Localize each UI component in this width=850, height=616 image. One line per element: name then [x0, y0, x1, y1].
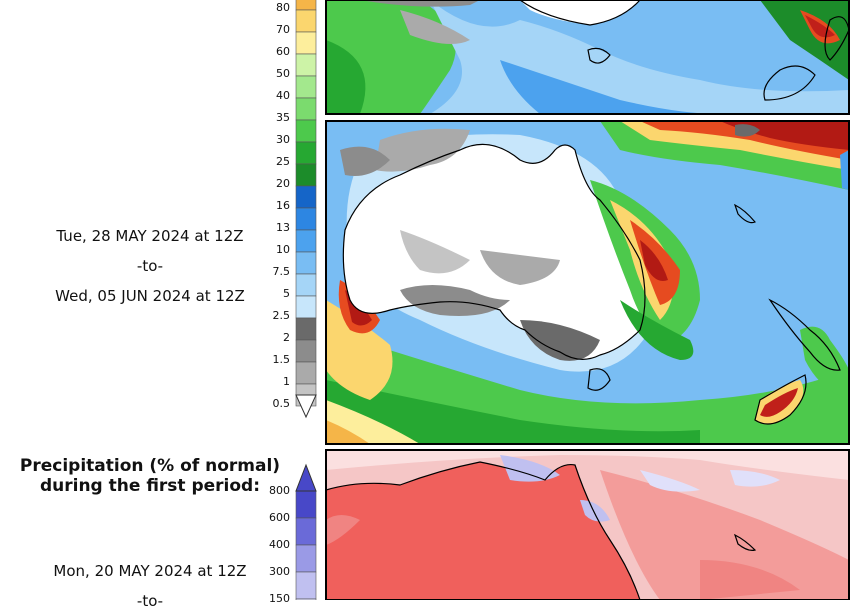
precip-colorbar-swatch: [295, 9, 317, 33]
percent-colorbar: [295, 490, 317, 600]
precip-colorbar-swatch: [295, 97, 317, 121]
precip-colorbar-swatch: [295, 229, 317, 253]
precip-colorbar-swatch: [295, 119, 317, 143]
precip-colorbar-label: 70: [276, 23, 290, 36]
map-panel-accumulated-frame: [325, 120, 850, 445]
precip-colorbar-swatch: [295, 317, 317, 341]
precip-colorbar-label: 1: [283, 375, 290, 388]
precip-colorbar-label: 0.5: [272, 397, 291, 410]
precip-colorbar-label: 5: [283, 287, 290, 300]
percent-colorbar-upper-arrow: [295, 463, 317, 492]
precip-colorbar-label: 10: [276, 243, 290, 256]
precip-colorbar-swatch: [295, 185, 317, 209]
precip-colorbar-label: 20: [276, 177, 290, 190]
precip-colorbar-label: 2.5: [272, 309, 291, 322]
precip-colorbar: [295, 0, 317, 407]
percent-colorbar-label: 400: [269, 538, 290, 551]
percent-colorbar-label: 150: [269, 592, 290, 605]
precip-colorbar-label: 2: [283, 331, 290, 344]
precip-colorbar-swatch: [295, 361, 317, 385]
percent-colorbar-label: 600: [269, 511, 290, 524]
precip-colorbar-swatch: [295, 75, 317, 99]
precip-colorbar-swatch: [295, 339, 317, 363]
percent-colorbar-swatch: [295, 490, 317, 519]
precip-colorbar-swatch: [295, 295, 317, 319]
precip-colorbar-swatch: [295, 207, 317, 231]
period-2-start-date: Tue, 28 MAY 2024 at 12Z: [56, 227, 244, 245]
percent-colorbar-swatch: [295, 517, 317, 546]
percent-colorbar-label: 800: [269, 484, 290, 497]
precip-colorbar-label: 35: [276, 111, 290, 124]
percent-colorbar-swatch: [295, 544, 317, 573]
map-panel-percent-normal-frame: [325, 449, 850, 600]
percent-normal-heading-line2: during the first period:: [39, 476, 261, 496]
map-panel-percent-normal: [326, 450, 849, 600]
period-2-separator: -to-: [136, 257, 164, 275]
period-2-dates: Tue, 28 MAY 2024 at 12Z -to- Wed, 05 JUN…: [20, 221, 280, 311]
precip-colorbar-swatch: [295, 53, 317, 77]
map-panel-top: [326, 0, 849, 114]
precip-colorbar-swatch: [295, 0, 317, 11]
map-panel-accumulated: [326, 121, 849, 444]
percent-normal-heading-line1: Precipitation (% of normal): [19, 456, 281, 476]
percent-colorbar-swatch: [295, 571, 317, 600]
precip-colorbar-label: 80: [276, 1, 290, 14]
period-1-start-date: Mon, 20 MAY 2024 at 12Z: [53, 562, 247, 580]
precip-colorbar-swatch: [295, 251, 317, 275]
precip-colorbar-label: 40: [276, 89, 290, 102]
maps-and-colorbars: [295, 0, 850, 600]
precip-colorbar-label: 7.5: [272, 265, 291, 278]
precip-colorbar-label: 1.5: [272, 353, 291, 366]
percent-normal-heading: Precipitation (% of normal) during the f…: [0, 456, 300, 496]
precip-colorbar-swatch: [295, 163, 317, 187]
precip-colorbar-swatch: [295, 273, 317, 297]
australia-north-coastline: [326, 461, 641, 600]
precip-colorbar-swatch: [295, 31, 317, 55]
precip-colorbar-swatch: [295, 141, 317, 165]
period-2-end-date: Wed, 05 JUN 2024 at 12Z: [55, 287, 245, 305]
precip-colorbar-lower-arrow: [295, 394, 317, 419]
precip-colorbar-label: 16: [276, 199, 290, 212]
australia-coastline: [342, 143, 646, 360]
percent-colorbar-label: 300: [269, 565, 290, 578]
precip-colorbar-label: 13: [276, 221, 290, 234]
map-panel-top-frame: [325, 0, 850, 115]
precip-colorbar-label: 30: [276, 133, 290, 146]
precip-colorbar-label: 60: [276, 45, 290, 58]
precip-colorbar-label: 50: [276, 67, 290, 80]
precip-colorbar-label: 25: [276, 155, 290, 168]
